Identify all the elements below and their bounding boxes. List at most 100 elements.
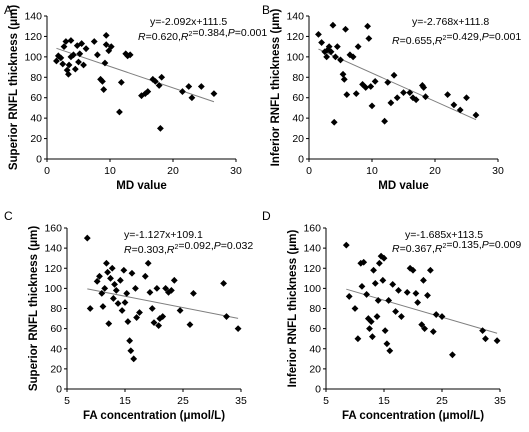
y-tick-label: 160	[303, 223, 321, 235]
data-point	[223, 313, 230, 320]
data-point	[144, 88, 152, 95]
data-point	[93, 277, 101, 285]
data-point	[107, 274, 114, 282]
x-tick-label: 20	[429, 165, 441, 177]
data-point	[220, 279, 227, 287]
data-point	[318, 39, 325, 46]
stats-part: =0.009	[489, 239, 522, 251]
data-point	[339, 70, 347, 78]
data-point	[384, 78, 392, 86]
data-point	[463, 94, 470, 102]
data-point	[162, 284, 169, 292]
data-point	[400, 89, 407, 97]
data-point	[234, 325, 242, 333]
data-point	[370, 266, 377, 274]
x-tick-label: 10	[366, 165, 378, 177]
data-point	[104, 268, 111, 276]
data-point	[83, 234, 91, 242]
x-tick-label: 0	[44, 165, 50, 177]
stats-part: =0.367,	[400, 243, 435, 255]
y-tick-label: 60	[309, 323, 321, 335]
data-point	[379, 276, 387, 284]
data-point	[418, 321, 426, 328]
data-point	[450, 101, 458, 109]
trendline	[346, 288, 498, 334]
y-tick-label: 60	[292, 92, 304, 104]
y-tick-label: 20	[30, 133, 42, 145]
data-point	[80, 61, 87, 69]
data-point	[393, 94, 401, 102]
data-point	[390, 71, 398, 79]
y-tick-label: 0	[315, 384, 321, 396]
data-point	[132, 284, 139, 292]
stats-part: P	[228, 27, 235, 39]
data-point	[123, 290, 131, 297]
data-point	[422, 93, 429, 101]
data-point	[112, 286, 120, 294]
data-point	[323, 53, 331, 61]
data-point	[136, 309, 143, 316]
data-point	[188, 94, 196, 102]
x-axis-title: MD value	[116, 180, 167, 192]
data-point	[412, 290, 420, 297]
regression-stats: R=0.303,R2=0.092,P=0.032	[124, 240, 253, 256]
regression-equation: y=-2.768x+111.8	[412, 16, 489, 28]
y-tick-label: 40	[292, 113, 304, 125]
data-point	[340, 75, 348, 83]
data-point	[420, 276, 427, 284]
data-point	[352, 90, 360, 98]
data-point	[90, 38, 98, 45]
data-point	[367, 318, 375, 325]
data-point	[374, 297, 382, 304]
y-tick-label: 120	[303, 263, 321, 275]
data-point	[101, 59, 109, 67]
data-point	[146, 289, 154, 296]
data-point	[73, 42, 81, 50]
y-tick-label: 80	[50, 303, 62, 315]
y-tick-label: 120	[24, 31, 42, 43]
data-point	[327, 48, 335, 56]
x-tick-label: 25	[177, 395, 189, 407]
data-point	[381, 117, 388, 125]
data-point	[190, 290, 197, 297]
stats-part: R	[435, 243, 443, 255]
data-point	[59, 60, 67, 68]
stats-part: =0.135,	[446, 239, 481, 251]
data-point	[449, 351, 456, 359]
data-point	[116, 108, 123, 116]
y-tick-label: 100	[24, 51, 42, 63]
data-point	[60, 43, 68, 51]
panel-letter-b: B	[262, 3, 270, 17]
data-point	[420, 84, 428, 91]
y-axis-title: Inferior RNFL thickness (μm)	[270, 9, 282, 167]
data-point	[354, 335, 362, 343]
data-point	[108, 264, 116, 272]
regression-stats: R=0.655,R2=0.429,P=0.001	[392, 31, 521, 47]
data-point	[57, 54, 65, 62]
data-point	[365, 35, 373, 42]
data-point	[103, 259, 110, 267]
y-tick-label: 40	[309, 343, 321, 355]
data-point	[78, 40, 86, 47]
stats-part: =0.384,	[192, 27, 227, 39]
data-point	[157, 124, 164, 132]
data-point	[342, 25, 349, 33]
stats-part: R	[435, 35, 443, 47]
regression-equation: y=-1.127x+109.1	[124, 229, 203, 241]
data-point	[381, 327, 389, 335]
data-point	[159, 313, 167, 320]
data-point	[148, 305, 156, 312]
data-point	[110, 295, 117, 302]
x-tick-label: 35	[494, 395, 506, 407]
regression-equation: y=-2.092x+111.5	[150, 16, 227, 28]
data-point	[482, 335, 489, 343]
data-point	[124, 318, 132, 325]
data-point	[156, 315, 164, 322]
y-tick-label: 20	[292, 133, 304, 145]
stats-part: =0.001	[489, 31, 522, 43]
data-point	[151, 77, 159, 85]
data-point	[155, 82, 163, 89]
y-axis-title: Inferior RNFL thickness (μm)	[287, 230, 299, 388]
y-tick-label: 100	[286, 51, 304, 63]
data-point	[111, 280, 118, 288]
